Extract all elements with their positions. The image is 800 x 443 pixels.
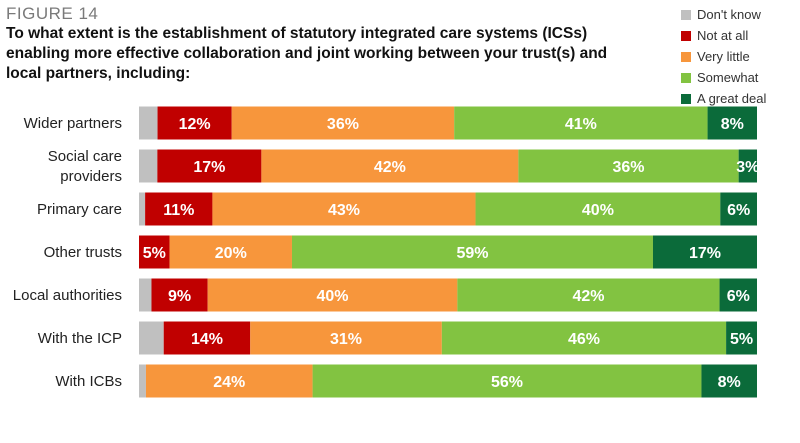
data-label: 8% (721, 116, 744, 133)
bar-segment (701, 364, 757, 398)
figure-label: FIGURE 14 (6, 4, 99, 23)
data-label: 17% (193, 159, 225, 176)
bar-segment (441, 321, 727, 355)
legend-label: Very little (697, 49, 750, 64)
data-label: 31% (330, 331, 362, 348)
bar-segment (707, 106, 757, 140)
category-label: With the ICP (38, 330, 122, 347)
category-label: Primary care (37, 201, 122, 218)
legend-item: Don't know (681, 4, 766, 25)
data-label: 6% (727, 202, 750, 219)
legend-swatch (681, 30, 691, 41)
bar-segment (518, 149, 739, 183)
bar-segment (726, 321, 757, 355)
bar-segment (652, 235, 757, 269)
data-label: 17% (689, 245, 721, 262)
bar-segment (157, 106, 232, 140)
chart-legend: Don't know Not at all Very little Somewhat A… (681, 4, 766, 109)
data-label: 9% (168, 288, 191, 305)
data-label: 42% (374, 159, 406, 176)
legend-item: Very little (681, 46, 766, 67)
legend-swatch (681, 51, 691, 62)
bar-segment (139, 321, 164, 355)
category-label: With ICBs (55, 373, 122, 390)
bar-segment (151, 278, 208, 312)
data-label: 42% (572, 288, 604, 305)
data-label: 6% (727, 288, 750, 305)
category-label: Local authorities (13, 287, 122, 304)
bar-segment (139, 192, 146, 226)
legend-label: A great deal (697, 91, 767, 106)
data-label: 5% (143, 245, 166, 262)
bar-segment (212, 192, 476, 226)
data-label: 36% (327, 116, 359, 133)
bar-segment (157, 149, 262, 183)
bar-segment (261, 149, 519, 183)
bar-segment (719, 278, 757, 312)
legend-label: Not at all (697, 28, 749, 43)
legend-swatch (681, 93, 691, 104)
bar-segment (139, 364, 146, 398)
data-label: 59% (456, 245, 488, 262)
chart-title: To what extent is the establishment of s… (6, 25, 608, 82)
bar-segment (139, 149, 158, 183)
bar-segment (312, 364, 702, 398)
bar-segment (457, 278, 720, 312)
bar-segment (139, 235, 170, 269)
category-label: Wider partners (24, 115, 122, 132)
bar-segment (139, 106, 158, 140)
data-label: 5% (730, 331, 753, 348)
bar-segment (231, 106, 455, 140)
data-label: 14% (191, 331, 223, 348)
bar-segment (738, 149, 757, 183)
category-label: Other trusts (44, 244, 122, 261)
data-label: 8% (718, 374, 741, 391)
data-label: 56% (491, 374, 523, 391)
bar-segment (145, 192, 213, 226)
bar-segment (145, 364, 313, 398)
legend-item: Not at all (681, 25, 766, 46)
legend-item: Somewhat (681, 67, 766, 88)
legend-swatch (681, 72, 691, 83)
data-label: 41% (565, 116, 597, 133)
data-label: 46% (568, 331, 600, 348)
data-label: 11% (163, 202, 194, 219)
data-label: 12% (179, 116, 211, 133)
bar-segment (207, 278, 458, 312)
data-label: 3% (736, 159, 759, 176)
data-label: 43% (328, 202, 360, 219)
bar-segment (163, 321, 251, 355)
legend-label: Somewhat (697, 70, 759, 85)
data-label: 36% (612, 159, 644, 176)
data-label: 24% (213, 374, 245, 391)
legend-item: A great deal (681, 88, 766, 109)
category-label: Social care (48, 148, 122, 165)
bar-segment (291, 235, 653, 269)
bar-segment (720, 192, 757, 226)
data-label: 40% (316, 288, 348, 305)
category-label: providers (60, 168, 122, 185)
legend-label: Don't know (697, 7, 761, 22)
legend-swatch (681, 9, 691, 20)
bar-segment (454, 106, 708, 140)
data-label: 40% (582, 202, 614, 219)
bar-segment (250, 321, 442, 355)
data-label: 20% (215, 245, 247, 262)
bar-segment (475, 192, 721, 226)
bar-segment (139, 278, 152, 312)
bar-segment (169, 235, 292, 269)
